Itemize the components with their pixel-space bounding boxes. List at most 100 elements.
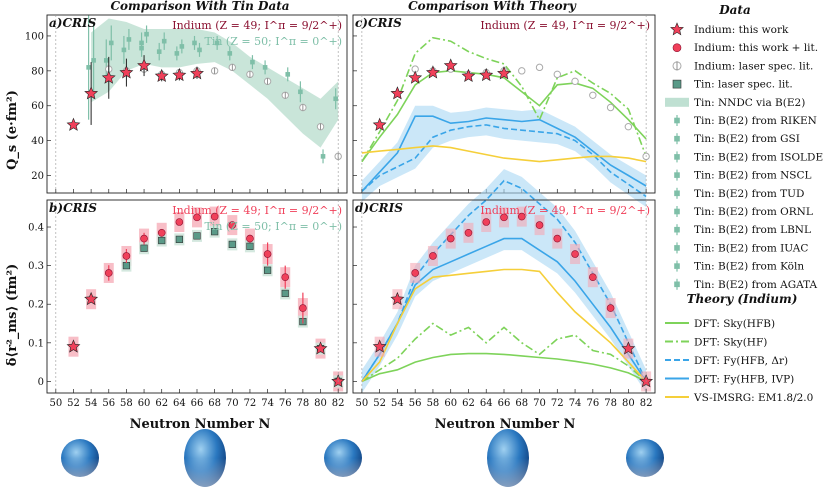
tin-point xyxy=(285,72,291,77)
annotation-indium: Indium (Z = 49, I^π = 9/2^+) xyxy=(480,19,650,32)
y-tick-label: 0.1 xyxy=(28,338,44,349)
legend-item: Tin: B(E2) from TUD xyxy=(694,188,804,200)
indium-star xyxy=(119,65,134,79)
indium-point xyxy=(606,304,615,312)
legend-marker-square xyxy=(672,79,682,89)
legend-marker-tin xyxy=(674,135,680,142)
x-tick-label: 58 xyxy=(120,398,133,409)
indium-star xyxy=(479,67,494,82)
indium-star xyxy=(621,341,636,355)
legend-theory-item: VS-IMSRG: EM1.8/2.0 xyxy=(693,392,813,404)
indium-point xyxy=(140,234,148,243)
x-tick-label: 68 xyxy=(515,398,528,409)
panel-label: d)CRIS xyxy=(355,201,403,215)
tin-point xyxy=(179,44,185,49)
annotation-indium: Indium (Z = 49; I^π = 9/2^+) xyxy=(172,19,342,32)
legend-marker-tin xyxy=(674,154,680,160)
x-tick-label: 52 xyxy=(67,398,80,409)
theory-line-1 xyxy=(361,322,647,383)
panel-label: a)CRIS xyxy=(49,16,97,30)
y-tick-label: 0 xyxy=(38,377,44,388)
y-tick-label: 0.4 xyxy=(28,223,44,234)
x-tick-label: 56 xyxy=(409,398,422,409)
indium-laser-point xyxy=(606,103,615,112)
tin-point xyxy=(320,154,326,159)
legend-item: Tin: B(E2) from IUAC xyxy=(694,242,808,254)
legend-item: Indium: this work xyxy=(694,24,789,36)
legend-marker-band xyxy=(665,97,689,107)
x-tick-label: 72 xyxy=(551,398,564,409)
indium-point xyxy=(482,218,491,226)
indium-point xyxy=(122,252,131,260)
tin-laser-square xyxy=(228,240,236,248)
theory-line-2 xyxy=(361,179,647,382)
indium-laser-point xyxy=(589,91,597,99)
indium-laser-point xyxy=(624,122,633,131)
legend-item: Tin: B(E2) from GSI xyxy=(694,133,800,145)
legend-theory-item: DFT: Sky(HF) xyxy=(694,337,767,349)
x-tick-label: 56 xyxy=(102,398,115,409)
indium-point xyxy=(175,218,184,226)
y-tick-label: 0.3 xyxy=(28,261,44,272)
x-tick-label: 76 xyxy=(586,398,599,409)
x-tick-label: 58 xyxy=(427,398,440,409)
indium-point xyxy=(299,304,307,312)
tin-point xyxy=(333,96,338,102)
legend-theory-item: DFT: Fy(HFB, Δr) xyxy=(694,355,788,367)
annotation-indium: Indium (Z = 49, I^π = 9/2^+) xyxy=(480,204,650,217)
tin-laser-square xyxy=(246,242,254,250)
indium-point xyxy=(193,213,201,222)
x-axis-label-left: Neutron Number N xyxy=(130,417,271,432)
legend-item: Tin: B(E2) from NSCL xyxy=(694,170,812,182)
legend-data-header: Data xyxy=(718,3,751,17)
theory-line-0 xyxy=(361,69,647,163)
legend-item: Tin: B(E2) from LBNL xyxy=(694,224,811,236)
indium-laser-point xyxy=(553,70,561,79)
annotation-tin: Tin (Z = 50; I^π = 0^+) xyxy=(204,220,342,233)
nucleus-fade xyxy=(485,458,531,490)
y-axis-label-top: Q_s (e·fm²) xyxy=(5,90,20,170)
y-axis-label-bottom: δ⟨r²_ms⟩ (fm²) xyxy=(5,264,20,367)
x-tick-label: 80 xyxy=(622,398,635,409)
y-tick-label: 20 xyxy=(31,171,44,182)
x-tick-label: 66 xyxy=(191,398,204,409)
indium-point xyxy=(210,212,219,221)
tin-laser-square xyxy=(140,244,148,252)
legend-item: Tin: NNDC via B(E2) xyxy=(694,97,805,109)
indium-point xyxy=(429,252,437,260)
annotation-indium: Indium (Z = 49; I^π = 9/2^+) xyxy=(172,204,342,217)
x-tick-label: 68 xyxy=(208,398,221,409)
tin-point xyxy=(262,65,268,70)
legend-marker-tin xyxy=(674,263,680,269)
x-tick-label: 60 xyxy=(444,398,457,409)
indium-point xyxy=(246,234,254,243)
theory-line-2 xyxy=(361,124,647,198)
x-tick-label: 62 xyxy=(462,398,475,409)
nucleus-fade xyxy=(59,458,101,481)
x-tick-label: 72 xyxy=(244,398,257,409)
x-tick-label: 74 xyxy=(569,398,582,409)
x-tick-label: 60 xyxy=(138,398,151,409)
legend-item: Indium: laser spec. lit. xyxy=(694,60,813,72)
legend-item: Tin: B(E2) from ORNL xyxy=(694,206,813,218)
x-axis-label-right: Neutron Number N xyxy=(435,417,576,432)
fy-band xyxy=(361,169,647,393)
x-tick-label: 64 xyxy=(173,398,186,409)
x-tick-label: 50 xyxy=(356,398,369,409)
tin-point xyxy=(161,38,167,44)
tin-point xyxy=(86,65,91,70)
title-left: Comparison With Tin Data xyxy=(110,0,289,13)
indium-star xyxy=(84,291,99,306)
x-tick-label: 52 xyxy=(373,398,386,409)
x-tick-label: 80 xyxy=(314,398,327,409)
indium-point xyxy=(157,229,166,237)
indium-star xyxy=(172,67,187,82)
panel-label: b)CRIS xyxy=(49,201,97,215)
tin-point xyxy=(144,31,149,37)
legend-marker-tin xyxy=(674,245,680,251)
legend-marker-tin xyxy=(674,226,680,233)
legend: Data Theory (Indium) Indium: this work In… xyxy=(665,3,823,404)
x-tick-label: 82 xyxy=(640,398,653,409)
nucleus-fade xyxy=(182,458,228,490)
panel-a: 20 40 60 80 100 a)CRIS Indium (Z = 49; I^π = 9… xyxy=(25,14,348,194)
